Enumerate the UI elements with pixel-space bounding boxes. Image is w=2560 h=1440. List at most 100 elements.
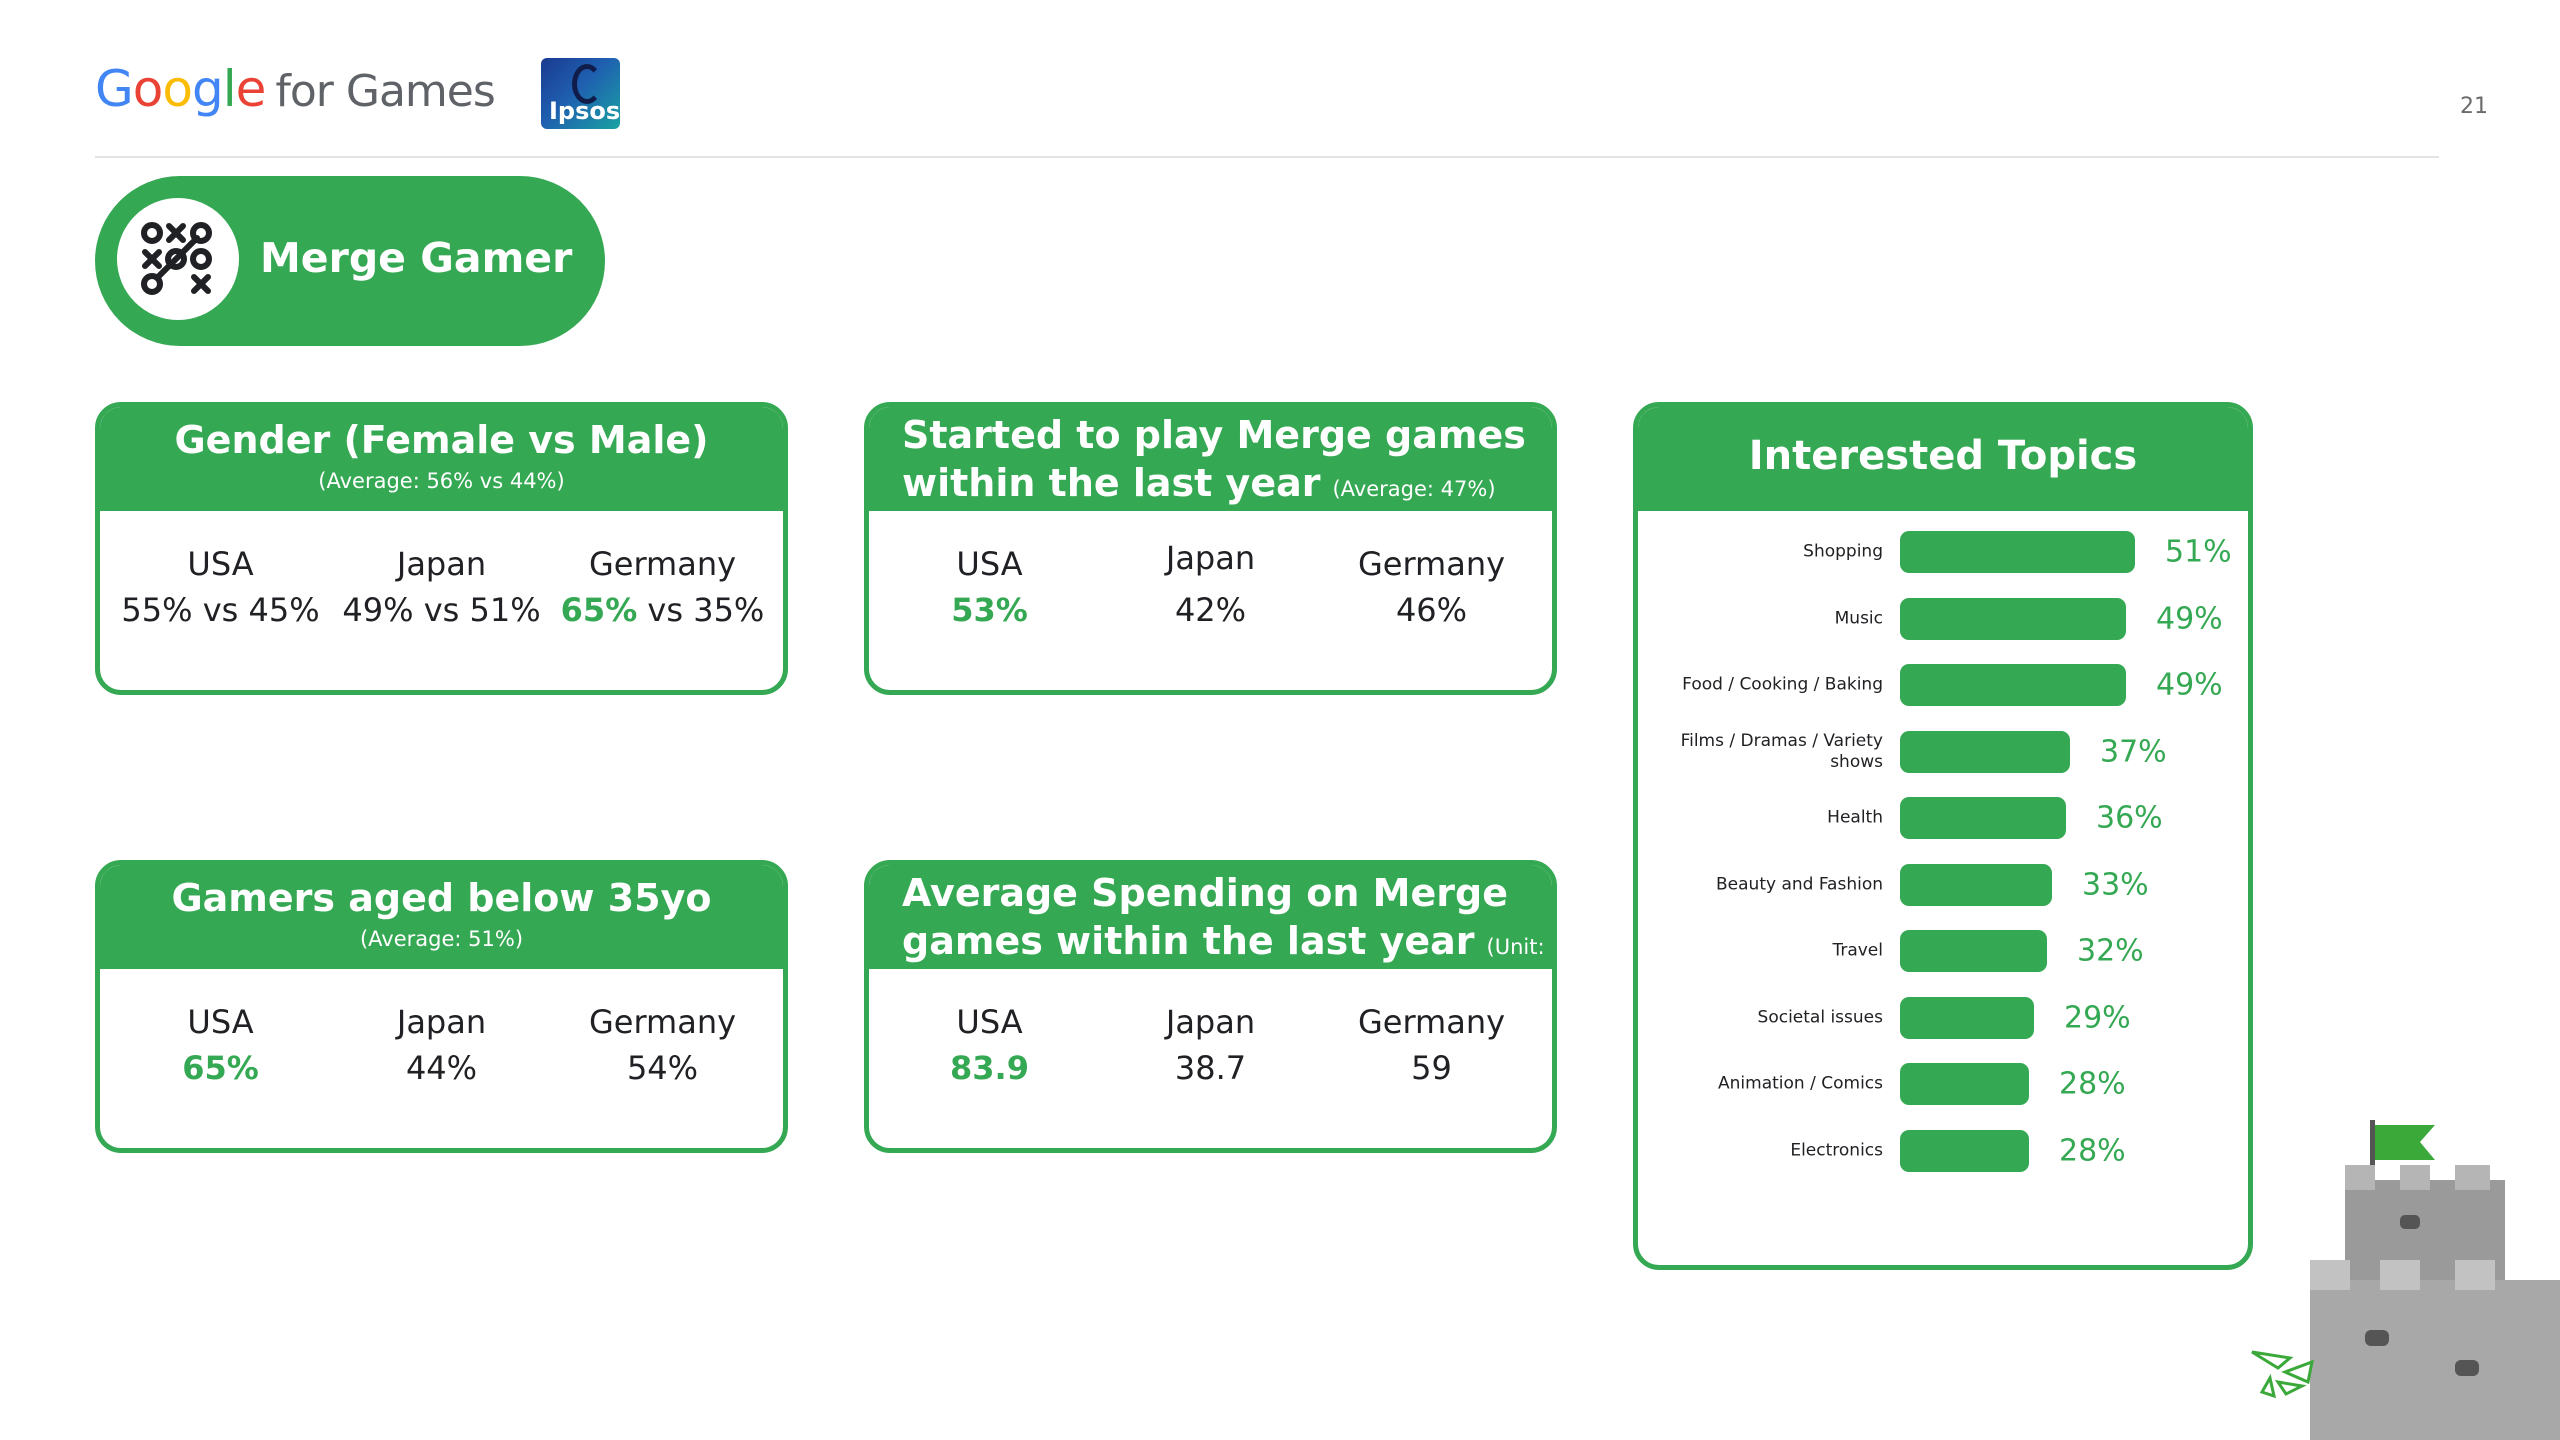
topic-bar <box>1900 1063 2029 1106</box>
header-divider <box>95 156 2439 158</box>
topic-bar <box>1900 863 2052 906</box>
topic-row: Electronics 28% <box>1638 1118 2248 1185</box>
topic-label: Travel <box>1832 940 1883 961</box>
persona-pill: Merge Gamer <box>95 176 605 346</box>
country-stat: USA 65% <box>116 999 326 1091</box>
spending-card: Average Spending on Merge games within t… <box>864 860 1557 1153</box>
country-label: USA <box>187 545 254 583</box>
country-label: USA <box>187 1003 254 1041</box>
topic-row: Animation / Comics 28% <box>1638 1051 2248 1118</box>
topic-row: Travel 32% <box>1638 918 2248 985</box>
topic-row: Health 36% <box>1638 785 2248 852</box>
ipsos-logo: Ipsos <box>541 58 620 129</box>
topic-value: 49% <box>2156 601 2223 637</box>
country-label: USA <box>956 545 1023 583</box>
country-stat: Germany 65% vs 35% <box>558 541 768 633</box>
card-subtitle: (Average: 51%) <box>359 927 524 951</box>
card-note: (Average: 47%) <box>1332 477 1496 501</box>
topic-label: Shopping <box>1803 541 1883 562</box>
country-stat: Japan 44% <box>337 999 547 1091</box>
topic-row: Films / Dramas / Variety shows 37% <box>1638 719 2248 786</box>
card-title-line2: games within the last year(Unit: USD) <box>902 919 1552 963</box>
country-stat: Japan 38.7 <box>1106 999 1316 1091</box>
gender-card: Gender (Female vs Male) (Average: 56% vs… <box>95 402 788 695</box>
stat-value: 83.9 <box>950 1049 1029 1087</box>
age-card: Gamers aged below 35yo (Average: 51%) US… <box>95 860 788 1153</box>
stat-value: 38.7 <box>1174 1049 1247 1087</box>
country-stat: Japan 49% vs 51% <box>337 541 547 633</box>
card-header: Interested Topics <box>1638 407 2248 511</box>
topic-value: 28% <box>2059 1133 2126 1169</box>
topic-bar <box>1900 797 2066 840</box>
stat-value: 55% vs 45% <box>121 591 320 629</box>
country-label: USA <box>956 1003 1023 1041</box>
stat-value: 42% <box>1174 591 1247 629</box>
country-label: Japan <box>396 545 487 583</box>
card-title: Gamers aged below 35yo <box>171 876 712 920</box>
card-header: Gamers aged below 35yo (Average: 51%) <box>100 865 783 969</box>
country-label: Japan <box>396 1003 487 1041</box>
stat-value: 53% <box>951 591 1028 629</box>
topic-bar <box>1900 730 2070 773</box>
country-label: Germany <box>1357 1003 1506 1041</box>
topic-bar <box>1900 531 2135 574</box>
stat-value: 49% vs 51% <box>342 591 541 629</box>
topic-value: 28% <box>2059 1066 2126 1102</box>
topic-bar <box>1900 597 2126 640</box>
topic-label: Societal issues <box>1757 1007 1883 1028</box>
country-stat: USA 55% vs 45% <box>116 541 326 633</box>
country-label: Japan <box>1165 539 1256 577</box>
topic-bar <box>1900 996 2034 1039</box>
topic-label: Music <box>1834 608 1883 629</box>
topic-value: 29% <box>2064 1000 2131 1036</box>
card-note: (Unit: USD) <box>1486 935 1552 959</box>
castle-illustration <box>2251 1120 2560 1440</box>
card-subtitle: (Average: 56% vs 44%) <box>318 469 565 493</box>
topic-value: 32% <box>2077 933 2144 969</box>
topic-label: Films / Dramas / Variety shows <box>1680 730 1883 772</box>
card-title: Gender (Female vs Male) <box>174 418 709 462</box>
card-title-line1: Started to play Merge games <box>902 413 1526 457</box>
topic-value: 51% <box>2165 534 2232 570</box>
topic-label: Food / Cooking / Baking <box>1682 674 1883 695</box>
card-header: Average Spending on Merge games within t… <box>869 865 1552 969</box>
topic-row: Food / Cooking / Baking 49% <box>1638 652 2248 719</box>
stat-value: 46% <box>1395 591 1468 629</box>
stat-value: 65% vs 35% <box>560 591 765 629</box>
card-header: Started to play Merge games within the l… <box>869 407 1552 511</box>
topic-row: Societal issues 29% <box>1638 985 2248 1052</box>
card-header: Gender (Female vs Male) (Average: 56% vs… <box>100 407 783 511</box>
country-stat: Germany 59 <box>1327 999 1537 1091</box>
stat-value: 54% <box>626 1049 699 1087</box>
tic-tac-toe-icon <box>117 198 239 320</box>
topic-bar <box>1900 930 2047 973</box>
country-stat: Germany 46% <box>1327 541 1537 633</box>
country-label: Germany <box>588 1003 737 1041</box>
topics-bar-list: Shopping 51% Music 49% Food / Cooking / Baki… <box>1638 519 2248 1184</box>
page-number: 21 <box>2460 94 2488 119</box>
topic-label: Health <box>1827 807 1883 828</box>
card-title-line1: Average Spending on Merge <box>902 871 1508 915</box>
country-stat: USA 53% <box>885 541 1095 633</box>
stat-value: 65% <box>182 1049 259 1087</box>
country-stat: USA 83.9 <box>885 999 1095 1091</box>
topic-row: Beauty and Fashion 33% <box>1638 852 2248 919</box>
topic-value: 37% <box>2100 734 2167 770</box>
topic-label: Animation / Comics <box>1718 1073 1883 1094</box>
country-label: Germany <box>1357 545 1506 583</box>
topic-row: Shopping 51% <box>1638 519 2248 586</box>
brand-suffix: for Games <box>275 66 495 117</box>
topic-label: Electronics <box>1790 1140 1883 1161</box>
topic-bar <box>1900 664 2126 707</box>
topic-bar <box>1900 1129 2029 1172</box>
topic-value: 49% <box>2156 667 2223 703</box>
started-playing-card: Started to play Merge games within the l… <box>864 402 1557 695</box>
card-title: Interested Topics <box>1748 433 2138 479</box>
topic-label: Beauty and Fashion <box>1716 874 1883 895</box>
topic-row: Music 49% <box>1638 586 2248 653</box>
country-stat: Japan 42% <box>1106 539 1316 633</box>
topic-value: 33% <box>2082 867 2149 903</box>
interested-topics-card: Interested Topics Shopping 51% Music 49% Foo… <box>1633 402 2253 1270</box>
country-label: Japan <box>1165 1003 1256 1041</box>
